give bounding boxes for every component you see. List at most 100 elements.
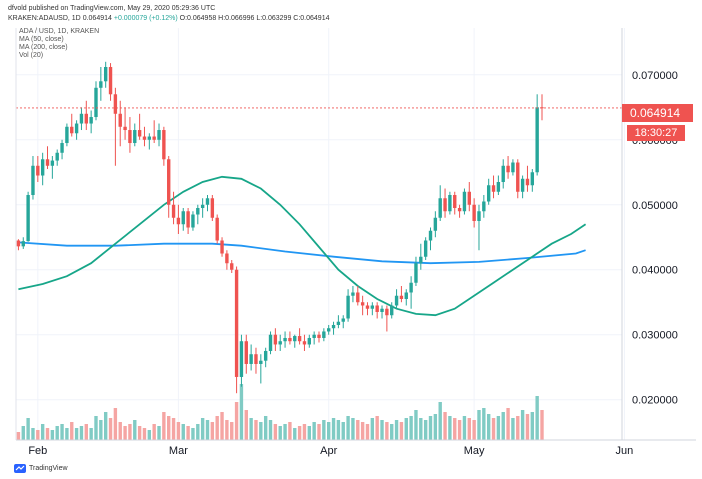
volume-bar <box>167 416 171 440</box>
legend-ma50[interactable]: MA (50, close) <box>19 36 64 43</box>
candle-body <box>113 94 118 114</box>
footer-brand[interactable]: TradingView <box>14 464 68 473</box>
candle-body <box>268 334 273 351</box>
volume-bar <box>326 422 331 440</box>
volume-bar <box>288 422 292 440</box>
volume-bar <box>380 420 384 440</box>
candle-body <box>60 143 64 153</box>
candle-body <box>205 198 210 205</box>
candle-body <box>259 360 263 364</box>
time-tick-label: Feb <box>28 445 47 457</box>
legend-symbol[interactable]: ADA / USD, 1D, KRAKEN <box>19 28 100 35</box>
volume-bar <box>486 414 491 440</box>
time-tick-label: Apr <box>320 445 337 457</box>
volume-bar <box>113 408 118 440</box>
candle-body <box>390 305 394 316</box>
candle-body <box>457 208 462 212</box>
volume-bar <box>137 426 142 440</box>
volume-bar <box>419 418 423 440</box>
volume-bar <box>390 424 394 440</box>
volume-bar <box>225 420 229 440</box>
legend-volume[interactable]: Vol (20) <box>19 52 44 59</box>
volume-bar <box>351 418 355 440</box>
candle-body <box>399 295 404 299</box>
candle-body <box>360 302 365 306</box>
countdown-label: 18:30:27 <box>627 125 685 141</box>
volume-bar <box>438 402 442 440</box>
volume-bar <box>423 420 428 440</box>
candle-body <box>142 136 147 140</box>
volume-bar <box>312 422 316 440</box>
volume-bar <box>128 424 132 440</box>
volume-bar <box>428 416 433 440</box>
volume-bar <box>230 422 234 440</box>
candle-body <box>370 305 375 309</box>
candle-body <box>511 162 515 173</box>
volume-bar <box>457 420 462 440</box>
volume-bar <box>467 418 471 440</box>
volume-bar <box>239 384 244 440</box>
legend-ma200[interactable]: MA (200, close) <box>19 44 68 51</box>
volume-bar <box>196 424 200 440</box>
candle-body <box>220 240 224 254</box>
candle-body <box>26 195 30 242</box>
volume-bar <box>99 420 103 440</box>
volume-bar <box>443 412 447 440</box>
candle-body <box>157 130 161 140</box>
candle-body <box>530 172 535 186</box>
candle-body <box>249 354 253 364</box>
candle-body <box>84 113 88 124</box>
candles <box>16 61 544 394</box>
ma200-line <box>18 241 586 265</box>
volume-bar <box>157 426 161 440</box>
grid <box>16 28 625 440</box>
volume-bar <box>259 422 263 440</box>
volume-bar <box>55 426 59 440</box>
volume-bar <box>530 412 535 440</box>
price-tick-label: 0.020000 <box>632 395 678 407</box>
candle-body <box>191 214 195 228</box>
candle-body <box>520 178 525 192</box>
volume-bar <box>385 422 389 440</box>
candle-body <box>356 292 360 303</box>
volume-bar <box>273 424 278 440</box>
candle-body <box>293 336 297 342</box>
candle-body <box>516 162 520 192</box>
volume-bar <box>491 418 496 440</box>
candle-body <box>79 113 84 124</box>
volume-bar <box>540 410 544 440</box>
candle-body <box>40 159 45 176</box>
candle-body <box>482 201 486 212</box>
volume-bar <box>84 424 88 440</box>
candle-body <box>404 292 408 299</box>
symbol-info: KRAKEN:ADAUSD, 1D 0.064914 +0.000079 (+0… <box>8 15 330 22</box>
ma200-series <box>18 241 586 265</box>
candle-body <box>312 334 316 338</box>
candle-body <box>239 341 244 377</box>
volume-bar <box>453 418 457 440</box>
volume-bar <box>181 424 185 440</box>
candle-body <box>496 182 501 192</box>
volume-bar <box>322 420 326 440</box>
candle-body <box>283 337 287 342</box>
candle-body <box>234 269 239 377</box>
volume-bar <box>341 422 345 440</box>
candle-body <box>501 165 505 183</box>
time-tick-label: Jun <box>616 445 634 457</box>
ma50-line <box>18 175 587 317</box>
volume-bar <box>278 426 282 440</box>
candle-body <box>181 211 185 225</box>
volume-bar <box>36 430 40 440</box>
volume-bar <box>118 422 122 440</box>
candle-body <box>535 107 539 173</box>
volume-bar <box>60 424 64 440</box>
candle-body <box>491 185 496 192</box>
candle-body <box>525 178 530 186</box>
candle-body <box>307 337 312 345</box>
volume-bar <box>496 416 501 440</box>
candle-body <box>472 204 476 222</box>
volume-bar <box>50 430 55 440</box>
candle-body <box>31 165 35 196</box>
candle-body <box>200 204 205 209</box>
candle-body <box>394 295 399 306</box>
